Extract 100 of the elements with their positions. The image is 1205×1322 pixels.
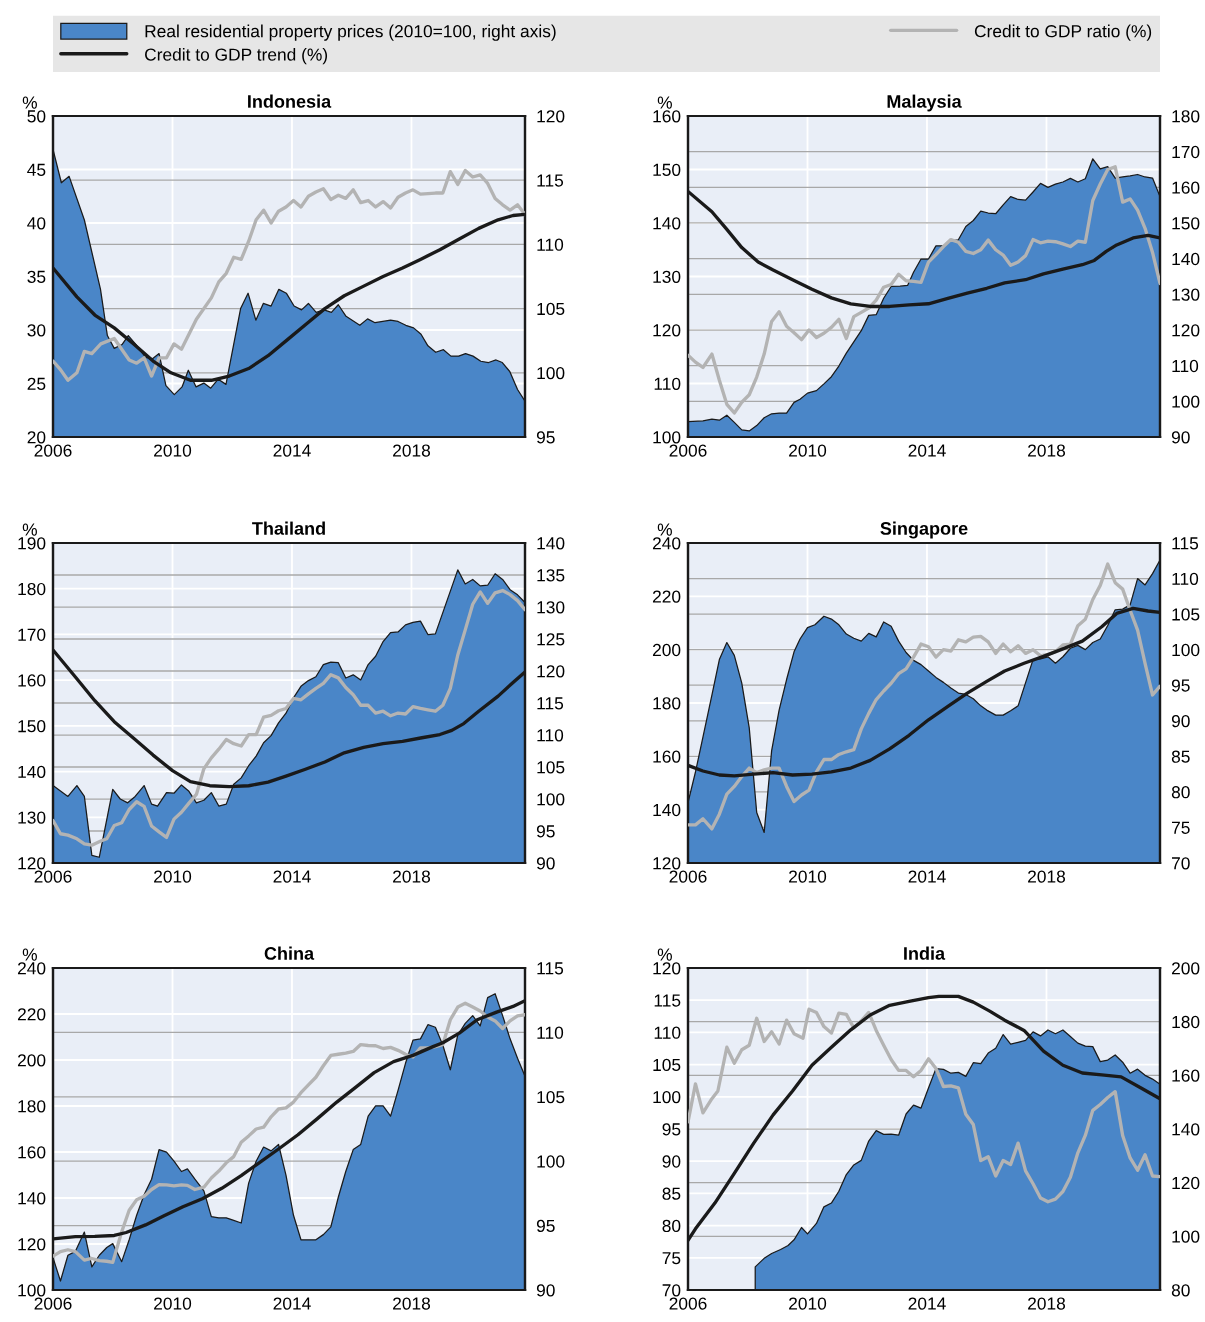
chart-title: Indonesia bbox=[248, 94, 332, 108]
y-tick-label: 200 bbox=[17, 1054, 46, 1067]
y-tick-label: 190 bbox=[18, 537, 46, 550]
y2-tick-label: 120 bbox=[1172, 324, 1200, 337]
y2-tick-label: 75 bbox=[1172, 821, 1190, 834]
y-tick-label: 100 bbox=[653, 431, 681, 444]
y-tick-label: 140 bbox=[18, 765, 46, 779]
legend-label: Credit to GDP ratio (%) bbox=[974, 24, 1152, 41]
chart-title: Malaysia bbox=[887, 94, 962, 112]
y2-tick-label: 115 bbox=[537, 697, 564, 710]
y2-tick-label: 95 bbox=[1171, 679, 1190, 692]
y-tick-label: 130 bbox=[653, 270, 681, 283]
y2-tick-label: 90 bbox=[536, 1284, 555, 1297]
y2-tick-label: 110 bbox=[1172, 359, 1199, 373]
y-tick-label: 180 bbox=[653, 697, 681, 710]
y-tick-label: 110 bbox=[654, 377, 681, 390]
x-tick-label: 2014 bbox=[273, 1297, 311, 1310]
y-axis-title: % bbox=[22, 948, 37, 961]
y2-tick-label: 120 bbox=[537, 665, 565, 678]
y-tick-label: 140 bbox=[653, 217, 681, 230]
y2-tick-label: 110 bbox=[537, 1026, 564, 1039]
x-tick-label: 2018 bbox=[1028, 870, 1066, 883]
y-tick-label: 100 bbox=[18, 1284, 46, 1297]
x-tick-label: 2006 bbox=[669, 444, 707, 457]
x-tick-label: 2014 bbox=[908, 444, 946, 457]
x-tick-label: 2010 bbox=[154, 1297, 192, 1310]
y-tick-label: 150 bbox=[653, 163, 681, 176]
y2-tick-label: 95 bbox=[536, 1219, 555, 1233]
x-tick-label: 2006 bbox=[669, 1297, 707, 1310]
y-tick-label: 80 bbox=[662, 1219, 681, 1233]
x-tick-label: 2014 bbox=[908, 870, 946, 883]
y2-tick-label: 125 bbox=[537, 633, 565, 646]
y2-tick-label: 160 bbox=[1172, 181, 1200, 194]
y2-tick-label: 100 bbox=[1172, 1230, 1200, 1243]
y-tick-label: 160 bbox=[18, 1146, 46, 1159]
y-tick-label: 75 bbox=[662, 1252, 681, 1265]
y-tick-label: 220 bbox=[652, 590, 681, 603]
y2-tick-label: 170 bbox=[1172, 145, 1200, 159]
x-tick-label: 2006 bbox=[669, 870, 707, 883]
x-tick-label: 2018 bbox=[393, 1297, 431, 1310]
y2-tick-label: 200 bbox=[1171, 962, 1200, 975]
y-tick-label: 240 bbox=[17, 962, 46, 975]
y2-tick-label: 95 bbox=[536, 825, 555, 838]
y-tick-label: 160 bbox=[653, 750, 681, 763]
y2-tick-label: 85 bbox=[1171, 750, 1190, 763]
x-tick-label: 2010 bbox=[789, 444, 827, 457]
y-tick-label: 120 bbox=[18, 857, 46, 870]
chart-title: Thailand bbox=[252, 521, 325, 535]
y-tick-label: 40 bbox=[27, 217, 46, 230]
y2-tick-label: 105 bbox=[537, 1090, 565, 1104]
y-tick-label: 200 bbox=[652, 643, 681, 657]
y-axis-title: % bbox=[657, 948, 672, 961]
y2-tick-label: 115 bbox=[1172, 537, 1199, 550]
y2-tick-label: 150 bbox=[1172, 217, 1200, 230]
line-series bbox=[53, 168, 525, 382]
x-tick-label: 2014 bbox=[908, 1297, 946, 1310]
legend-label: Real residential property prices (2010=100, right axis) bbox=[145, 24, 556, 41]
y-tick-label: 240 bbox=[652, 537, 681, 550]
x-tick-label: 2010 bbox=[154, 870, 192, 883]
y2-tick-label: 70 bbox=[1172, 857, 1190, 870]
y-tick-label: 180 bbox=[18, 582, 46, 596]
y2-tick-label: 115 bbox=[537, 174, 564, 187]
x-tick-label: 2018 bbox=[393, 870, 431, 883]
y2-tick-label: 130 bbox=[537, 601, 565, 614]
y-tick-label: 120 bbox=[653, 857, 681, 870]
y-tick-label: 45 bbox=[27, 163, 46, 176]
x-tick-label: 2006 bbox=[34, 870, 72, 883]
x-tick-label: 2006 bbox=[34, 444, 72, 457]
y2-tick-label: 110 bbox=[1172, 572, 1199, 586]
y-tick-label: 110 bbox=[654, 1026, 681, 1039]
x-tick-label: 2010 bbox=[154, 444, 192, 457]
y2-tick-label: 100 bbox=[1172, 643, 1200, 657]
y-tick-label: 85 bbox=[662, 1187, 681, 1200]
y-tick-label: 140 bbox=[653, 803, 681, 817]
y-tick-label: 95 bbox=[662, 1123, 681, 1136]
y2-tick-label: 100 bbox=[537, 366, 565, 380]
x-tick-label: 2010 bbox=[789, 870, 827, 883]
y2-tick-label: 110 bbox=[537, 729, 564, 742]
y-tick-label: 160 bbox=[18, 674, 46, 687]
y-tick-label: 30 bbox=[27, 324, 46, 337]
y-tick-label: 160 bbox=[653, 110, 681, 123]
y2-tick-label: 135 bbox=[537, 569, 565, 582]
y2-tick-label: 100 bbox=[537, 1155, 565, 1168]
y-axis-title: % bbox=[22, 523, 37, 536]
y-axis-title: % bbox=[22, 96, 37, 109]
y2-tick-label: 120 bbox=[1172, 1176, 1200, 1190]
y2-tick-label: 180 bbox=[1172, 1015, 1200, 1029]
y-tick-label: 50 bbox=[27, 110, 46, 123]
chart-title: India bbox=[904, 946, 946, 960]
y2-tick-label: 105 bbox=[537, 302, 565, 316]
x-tick-label: 2014 bbox=[273, 870, 311, 883]
y2-tick-label: 140 bbox=[1172, 1123, 1200, 1136]
y2-tick-label: 140 bbox=[1172, 252, 1200, 266]
line-series bbox=[688, 1007, 1160, 1204]
y-tick-label: 20 bbox=[27, 431, 46, 444]
y-tick-label: 180 bbox=[18, 1100, 46, 1113]
chart-title: China bbox=[264, 946, 315, 960]
y2-tick-label: 90 bbox=[1171, 714, 1190, 728]
y-tick-label: 120 bbox=[18, 1238, 46, 1251]
y2-tick-label: 140 bbox=[537, 537, 565, 550]
